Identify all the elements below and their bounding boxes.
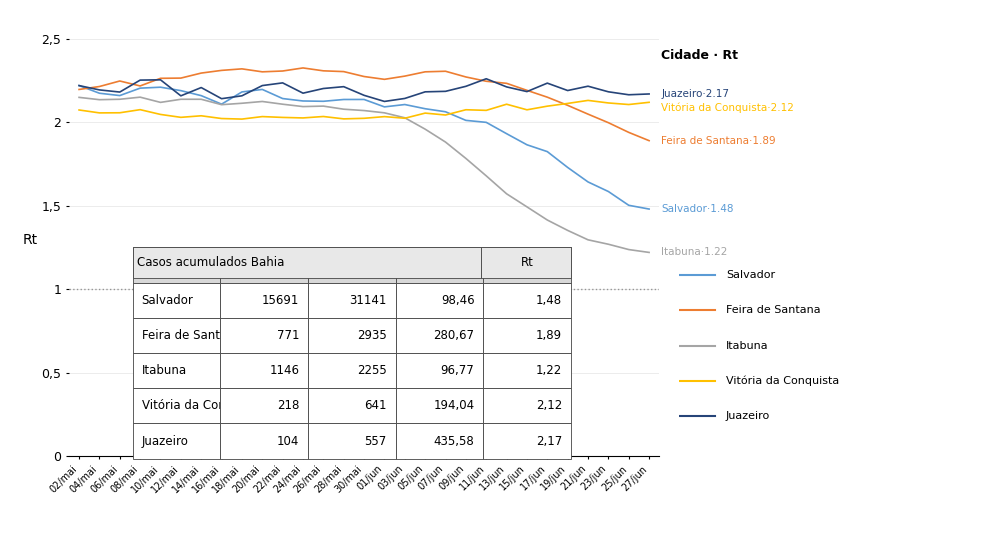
Text: Feira de Santana: Feira de Santana <box>726 305 821 315</box>
Text: Feira de Santana·1.89: Feira de Santana·1.89 <box>661 136 776 146</box>
Text: Salvador: Salvador <box>726 270 775 280</box>
Text: Casos acumulados Bahia: Casos acumulados Bahia <box>137 256 284 269</box>
Text: Itabuna·1.22: Itabuna·1.22 <box>661 247 728 257</box>
Text: Vitória da Conquista: Vitória da Conquista <box>726 376 839 386</box>
Text: Juazeiro·2.17: Juazeiro·2.17 <box>661 89 729 99</box>
Text: Itabuna: Itabuna <box>726 341 769 351</box>
FancyBboxPatch shape <box>133 247 481 277</box>
Text: Rt: Rt <box>521 256 533 269</box>
FancyBboxPatch shape <box>481 247 571 277</box>
Text: Juazeiro: Juazeiro <box>726 411 770 421</box>
Text: Salvador·1.48: Salvador·1.48 <box>661 204 734 214</box>
Y-axis label: Rt: Rt <box>23 234 37 247</box>
Text: Vitória da Conquista·2.12: Vitória da Conquista·2.12 <box>661 102 794 112</box>
Text: Cidade · Rt: Cidade · Rt <box>661 49 738 62</box>
